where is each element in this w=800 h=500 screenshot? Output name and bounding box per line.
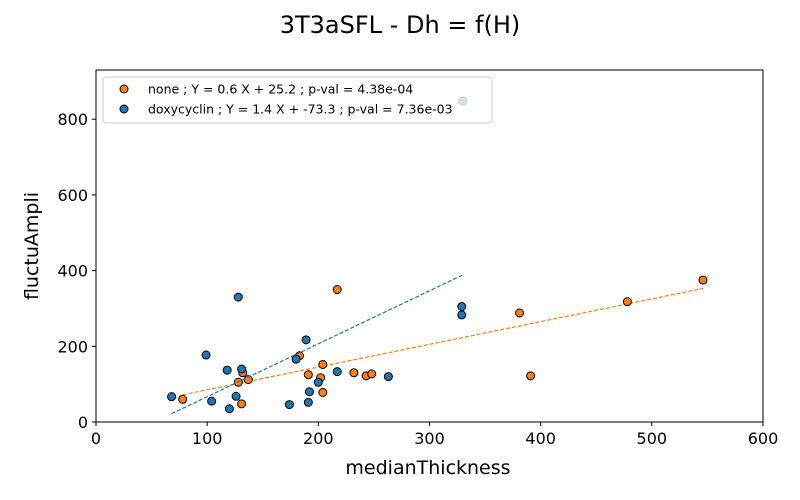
- data-point-0-11: [349, 368, 359, 378]
- data-point-1-10: [301, 335, 311, 345]
- data-point-1-11: [303, 397, 313, 407]
- data-point-0-8: [318, 359, 328, 369]
- y-tick-label-4: 800: [57, 110, 88, 129]
- data-point-1-3: [222, 365, 232, 375]
- x-tick-label-3: 300: [414, 429, 445, 448]
- y-tick-label-0: 0: [78, 413, 88, 432]
- data-point-1-17: [457, 310, 467, 320]
- data-point-1-2: [207, 396, 217, 406]
- x-tick-label-6: 600: [748, 429, 779, 448]
- x-tick-label-0: 0: [91, 429, 101, 448]
- legend-marker-1: [119, 104, 129, 114]
- chart-title: 3T3aSFL - Dh = f(H): [280, 11, 521, 39]
- y-tick-label-3: 600: [57, 186, 88, 205]
- data-point-1-15: [383, 372, 393, 382]
- legend-label-0: none ; Y = 0.6 X + 25.2 ; p-val = 4.38e-…: [148, 82, 413, 97]
- data-point-0-2: [237, 399, 247, 409]
- fit-line-0: [182, 287, 704, 396]
- data-point-1-16: [457, 302, 467, 312]
- y-tick-label-2: 400: [57, 262, 88, 281]
- series-1: [167, 96, 468, 415]
- legend: none ; Y = 0.6 X + 25.2 ; p-val = 4.38e-…: [102, 76, 493, 124]
- data-point-0-6: [303, 370, 313, 380]
- data-point-1-12: [304, 387, 314, 397]
- data-point-0-14: [515, 308, 525, 318]
- legend-marker-0: [119, 84, 129, 94]
- x-tick-label-2: 200: [303, 429, 334, 448]
- x-tick-label-4: 400: [525, 429, 556, 448]
- y-axis-label: fluctuAmpli: [21, 192, 43, 300]
- data-point-1-6: [233, 292, 243, 302]
- fit-line-1: [171, 274, 464, 415]
- data-point-0-15: [526, 371, 536, 381]
- data-point-1-0: [167, 392, 177, 402]
- series-0: [178, 275, 708, 409]
- data-point-0-16: [622, 297, 632, 307]
- data-point-1-5: [231, 391, 241, 401]
- legend-frame: [102, 76, 493, 124]
- x-tick-label-1: 100: [192, 429, 223, 448]
- data-point-1-4: [224, 404, 234, 414]
- data-point-1-9: [291, 354, 301, 364]
- y-tick-label-1: 200: [57, 337, 88, 356]
- data-point-1-8: [284, 400, 294, 410]
- data-point-0-10: [332, 285, 342, 295]
- data-point-0-17: [698, 275, 708, 285]
- data-point-1-13: [313, 377, 323, 387]
- data-point-1-14: [332, 367, 342, 377]
- x-tick-label-5: 500: [637, 429, 668, 448]
- data-point-1-7: [237, 364, 247, 374]
- data-point-0-9: [318, 387, 328, 397]
- data-point-0-13: [367, 369, 377, 379]
- legend-label-1: doxycyclin ; Y = 1.4 X + -73.3 ; p-val =…: [148, 102, 453, 117]
- data-point-1-1: [201, 350, 211, 360]
- x-axis-label: medianThickness: [345, 457, 510, 479]
- data-point-0-0: [178, 394, 188, 404]
